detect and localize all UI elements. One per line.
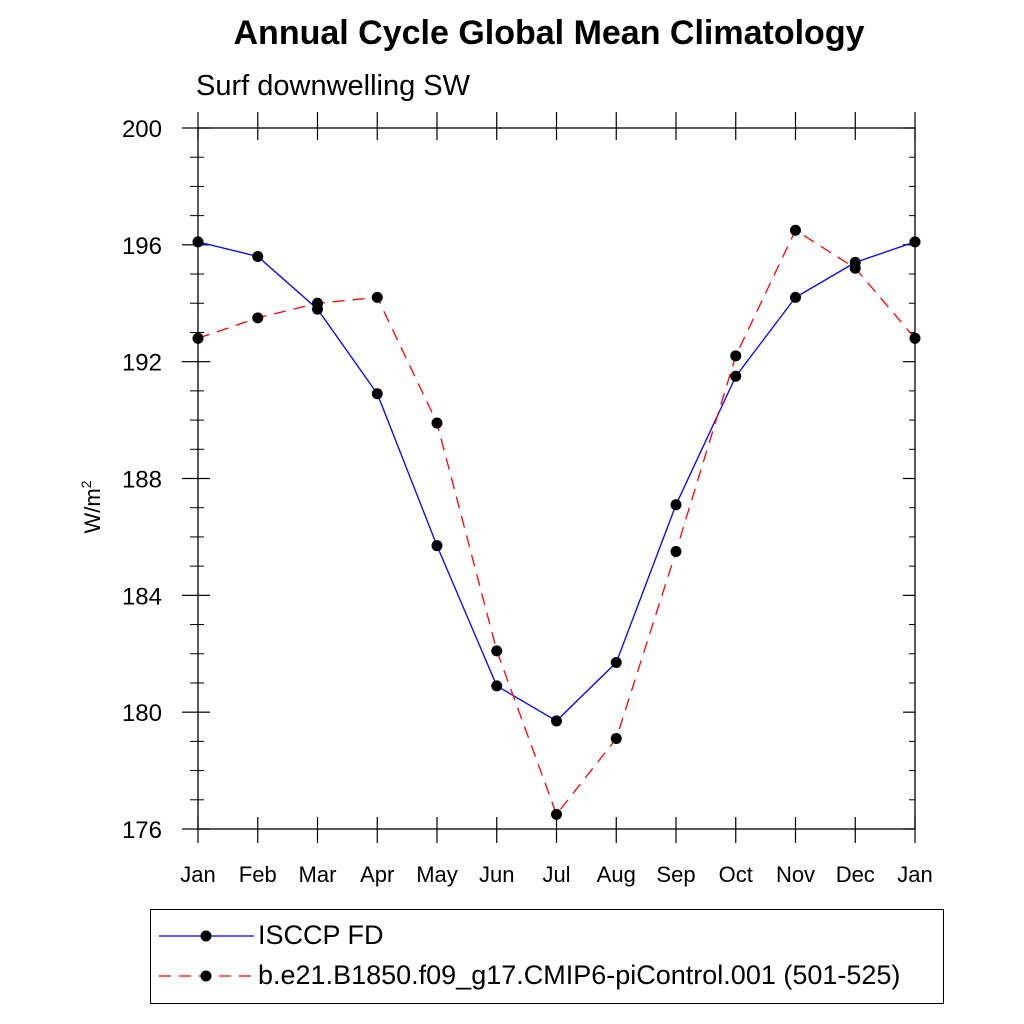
series-0-point bbox=[670, 499, 682, 511]
series-1-point bbox=[790, 224, 801, 236]
y-tick-label: 180 bbox=[122, 700, 162, 727]
series-0-point bbox=[551, 715, 562, 727]
series-1-point bbox=[312, 297, 323, 309]
series-0-point bbox=[252, 251, 264, 263]
series-1-point bbox=[371, 291, 383, 303]
y-axis-label-text: W/m bbox=[80, 488, 105, 533]
x-tick-label: May bbox=[416, 862, 458, 887]
x-tick-label: Jun bbox=[479, 862, 514, 887]
x-tick-label: Jul bbox=[542, 862, 570, 887]
y-tick-label: 188 bbox=[122, 467, 162, 494]
series-0-point bbox=[371, 388, 383, 400]
x-tick-label: Aug bbox=[597, 862, 636, 887]
x-tick-label: Mar bbox=[299, 862, 337, 887]
series-0-point bbox=[790, 291, 801, 303]
series-1-point bbox=[431, 417, 443, 429]
legend-marker-0 bbox=[200, 930, 212, 942]
y-tick-label: 200 bbox=[122, 116, 162, 143]
y-tick-label: 196 bbox=[122, 233, 162, 260]
y-tick-label: 176 bbox=[122, 817, 162, 844]
x-tick-label: Dec bbox=[836, 862, 875, 887]
series-line-0 bbox=[197, 241, 916, 722]
x-tick-label: Nov bbox=[776, 862, 815, 887]
series-1-point bbox=[192, 332, 204, 344]
series-line-1 bbox=[197, 229, 916, 816]
series-0-point bbox=[730, 370, 742, 382]
legend-label-cmip6: b.e21.B1850.f09_g17.CMIP6-piControl.001 … bbox=[258, 960, 901, 990]
series-1-point bbox=[252, 312, 264, 324]
x-tick-label: Sep bbox=[656, 862, 695, 887]
series-0-point bbox=[610, 657, 622, 669]
legend-symbols bbox=[159, 930, 254, 982]
x-tick-label: Feb bbox=[239, 862, 277, 887]
series-1-point bbox=[849, 262, 861, 274]
legend-label-isccp: ISCCP FD bbox=[258, 920, 384, 950]
x-tick-label: Apr bbox=[360, 862, 394, 887]
series-1-point bbox=[610, 732, 622, 744]
chart-subtitle: Surf downwelling SW bbox=[196, 70, 470, 102]
series-1-point bbox=[491, 645, 503, 657]
legend-marker-1 bbox=[200, 970, 212, 982]
y-axis-label: W/m2 bbox=[78, 480, 105, 533]
series-1-point bbox=[670, 546, 682, 558]
x-tick-label: Oct bbox=[719, 862, 753, 887]
series-1-point bbox=[551, 808, 562, 820]
y-axis-label-superscript: 2 bbox=[78, 480, 94, 488]
series-0-point bbox=[192, 236, 204, 248]
series-0-point bbox=[431, 540, 443, 552]
x-tick-label: Jan bbox=[897, 862, 932, 887]
legend: ISCCP FD b.e21.B1850.f09_g17.CMIP6-piCon… bbox=[150, 909, 944, 1004]
series-0-point bbox=[491, 680, 503, 692]
y-tick-label: 184 bbox=[122, 583, 162, 610]
chart-title: Annual Cycle Global Mean Climatology bbox=[233, 14, 865, 52]
series-1-point bbox=[909, 332, 921, 344]
series-0-point bbox=[909, 236, 921, 248]
x-tick-label: Jan bbox=[180, 862, 215, 887]
y-tick-label: 192 bbox=[122, 350, 162, 377]
series-1-point bbox=[730, 350, 742, 362]
